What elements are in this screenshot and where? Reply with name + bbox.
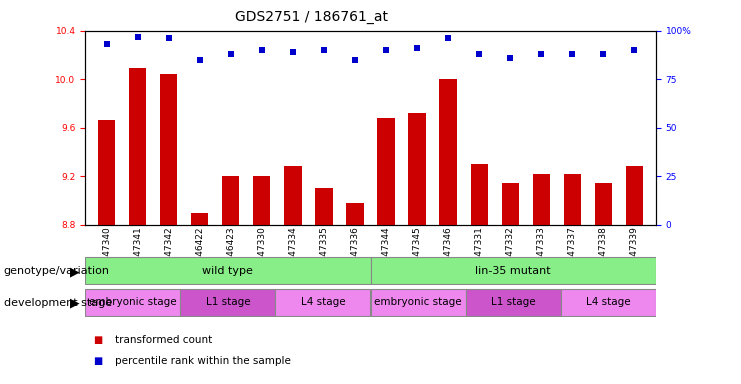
Bar	[408, 113, 425, 225]
Point	[535, 51, 547, 57]
Point	[597, 51, 609, 57]
Text: L4 stage: L4 stage	[301, 297, 345, 308]
Point	[194, 57, 206, 63]
Bar	[561, 289, 656, 316]
Bar	[564, 174, 581, 225]
Text: L1 stage: L1 stage	[491, 297, 536, 308]
Bar	[533, 174, 550, 225]
Point	[473, 51, 485, 57]
Point	[380, 47, 392, 53]
Bar	[471, 164, 488, 225]
Text: GDS2751 / 186761_at: GDS2751 / 186761_at	[235, 10, 388, 23]
Text: wild type: wild type	[202, 265, 253, 276]
Point	[287, 49, 299, 55]
Point	[318, 47, 330, 53]
Text: L4 stage: L4 stage	[586, 297, 631, 308]
Point	[504, 55, 516, 61]
Bar	[316, 188, 333, 225]
Text: development stage: development stage	[4, 298, 112, 308]
Bar	[625, 167, 642, 225]
Point	[101, 41, 113, 47]
Point	[628, 47, 640, 53]
Bar	[370, 289, 465, 316]
Text: embryonic stage: embryonic stage	[374, 297, 462, 308]
Point	[225, 51, 237, 57]
Bar	[85, 289, 180, 316]
Point	[163, 35, 175, 41]
Bar	[594, 184, 611, 225]
Point	[256, 47, 268, 53]
Bar	[347, 203, 364, 225]
Text: ▶: ▶	[70, 297, 80, 310]
Bar	[160, 74, 177, 225]
Bar	[180, 289, 276, 316]
Text: lin-35 mutant: lin-35 mutant	[475, 265, 551, 276]
Text: percentile rank within the sample: percentile rank within the sample	[115, 356, 290, 366]
Text: L1 stage: L1 stage	[205, 297, 250, 308]
Point	[411, 45, 423, 51]
Bar	[502, 184, 519, 225]
Text: ■: ■	[93, 356, 102, 366]
Bar	[130, 68, 147, 225]
Text: embryonic stage: embryonic stage	[89, 297, 176, 308]
Bar	[99, 121, 116, 225]
Bar	[276, 289, 370, 316]
Bar	[285, 167, 302, 225]
Bar	[439, 79, 456, 225]
Bar	[191, 212, 208, 225]
Text: genotype/variation: genotype/variation	[4, 266, 110, 276]
Point	[442, 35, 454, 41]
Point	[349, 57, 361, 63]
Bar	[85, 257, 370, 284]
Bar	[253, 176, 270, 225]
Point	[566, 51, 578, 57]
Text: ■: ■	[93, 335, 102, 345]
Bar	[465, 289, 561, 316]
Bar	[222, 176, 239, 225]
Bar	[370, 257, 656, 284]
Bar	[377, 118, 394, 225]
Point	[132, 33, 144, 40]
Text: transformed count: transformed count	[115, 335, 212, 345]
Text: ▶: ▶	[70, 265, 80, 278]
